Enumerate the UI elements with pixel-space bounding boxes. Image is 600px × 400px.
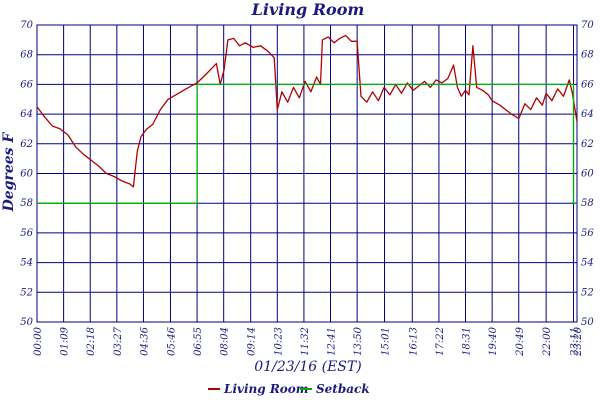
x-tick-label: 11:32 [300,327,311,356]
x-axis-label: 01/23/16 (EST) [254,359,361,375]
x-tick-label: 02:18 [86,327,97,356]
x-ticks: 00:00 01:09 02:18 03:27 04:36 05:46 06:55 08:04… [33,326,584,356]
x-tick-label: 16:13 [408,327,419,356]
x-tick-label: 13:50 [353,326,364,355]
y-tick-label-right: 60 [581,169,594,180]
y-tick-label-left: 54 [20,258,33,269]
y-tick-label-left: 66 [20,79,33,90]
y-tick-label-right: 54 [581,258,594,269]
series-line-setback [37,83,577,204]
x-tick-label: 15:01 [381,327,392,356]
x-tick-label: 10:23 [273,327,284,356]
x-tick-label: 22:00 [542,326,553,356]
x-tick-label: 00:00 [33,326,44,355]
y-tick-label-left: 50 [20,317,33,328]
chart-title: Living Room [251,0,365,19]
x-tick-label: 05:46 [166,326,177,355]
y-tick-label-right: 70 [581,20,594,31]
y-tick-label-right: 56 [581,228,594,239]
x-tick-label: 19:40 [488,326,499,355]
x-tick-label: 06:55 [193,327,204,356]
y-tick-label-left: 70 [20,20,33,31]
y-axis-label: Degrees F [1,132,17,213]
x-tick-label: 12:41 [327,327,338,356]
y-tick-label-right: 52 [581,287,594,298]
y-tick-label-left: 58 [20,198,33,209]
y-tick-label-right: 50 [581,317,594,328]
x-tick-label: 20:49 [515,326,526,356]
y-tick-label-right: 62 [581,139,594,150]
y-tick-label-right: 58 [581,198,594,209]
y-tick-label-left: 56 [20,228,33,239]
y-tick-label-left: 68 [20,50,33,61]
legend: Living Room Setback [208,382,370,396]
x-tick-label: 01:09 [60,326,71,355]
x-tick-label: 08:04 [220,327,231,356]
grid [36,24,578,323]
y-tick-label-right: 68 [581,50,594,61]
y-tick-label-left: 62 [20,139,33,150]
series-layer [36,34,578,204]
x-tick-label: 17:22 [435,327,446,356]
right-y-ticks: 50 52 54 56 58 60 62 64 66 68 70 [581,20,594,328]
series-line-living-room [36,34,578,188]
y-tick-label-right: 66 [581,79,594,90]
x-tick-label: 04:36 [139,326,150,355]
y-tick-label-left: 64 [20,109,33,120]
legend-label: Living Room [223,382,309,396]
y-tick-label-left: 52 [20,287,33,298]
x-tick-label: 23:11 [570,327,581,357]
x-tick-label: 09:14 [247,327,258,356]
x-tick-label: 03:27 [113,326,124,355]
x-tick-label: 18:31 [462,327,473,356]
left-y-ticks: 50 52 54 56 58 60 62 64 66 68 70 [20,20,33,328]
legend-label: Setback [316,382,370,396]
y-tick-label-right: 64 [581,109,594,120]
y-tick-label-left: 60 [20,169,33,180]
x-tick-label: 23:20 [573,326,584,356]
